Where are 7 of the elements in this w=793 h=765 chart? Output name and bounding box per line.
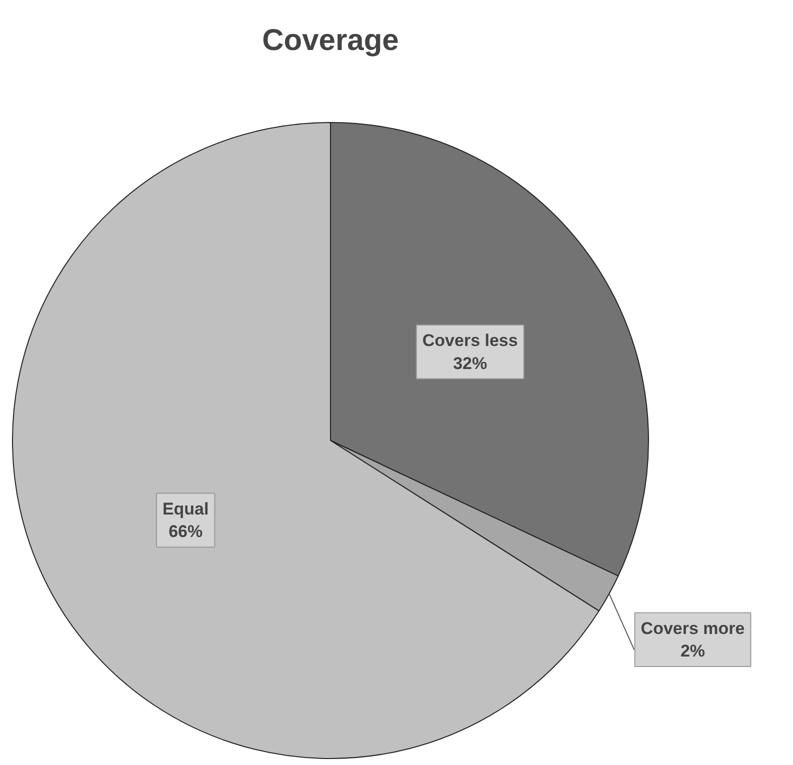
slice-label: Covers more [640,618,745,638]
data-label: 2% [680,642,706,661]
slice-label: Equal [162,499,209,518]
data-label: 66% [168,522,203,542]
slice-label: Covers less [422,330,518,350]
chart-title: Coverage [262,24,399,57]
data-label: 32% [453,354,488,373]
